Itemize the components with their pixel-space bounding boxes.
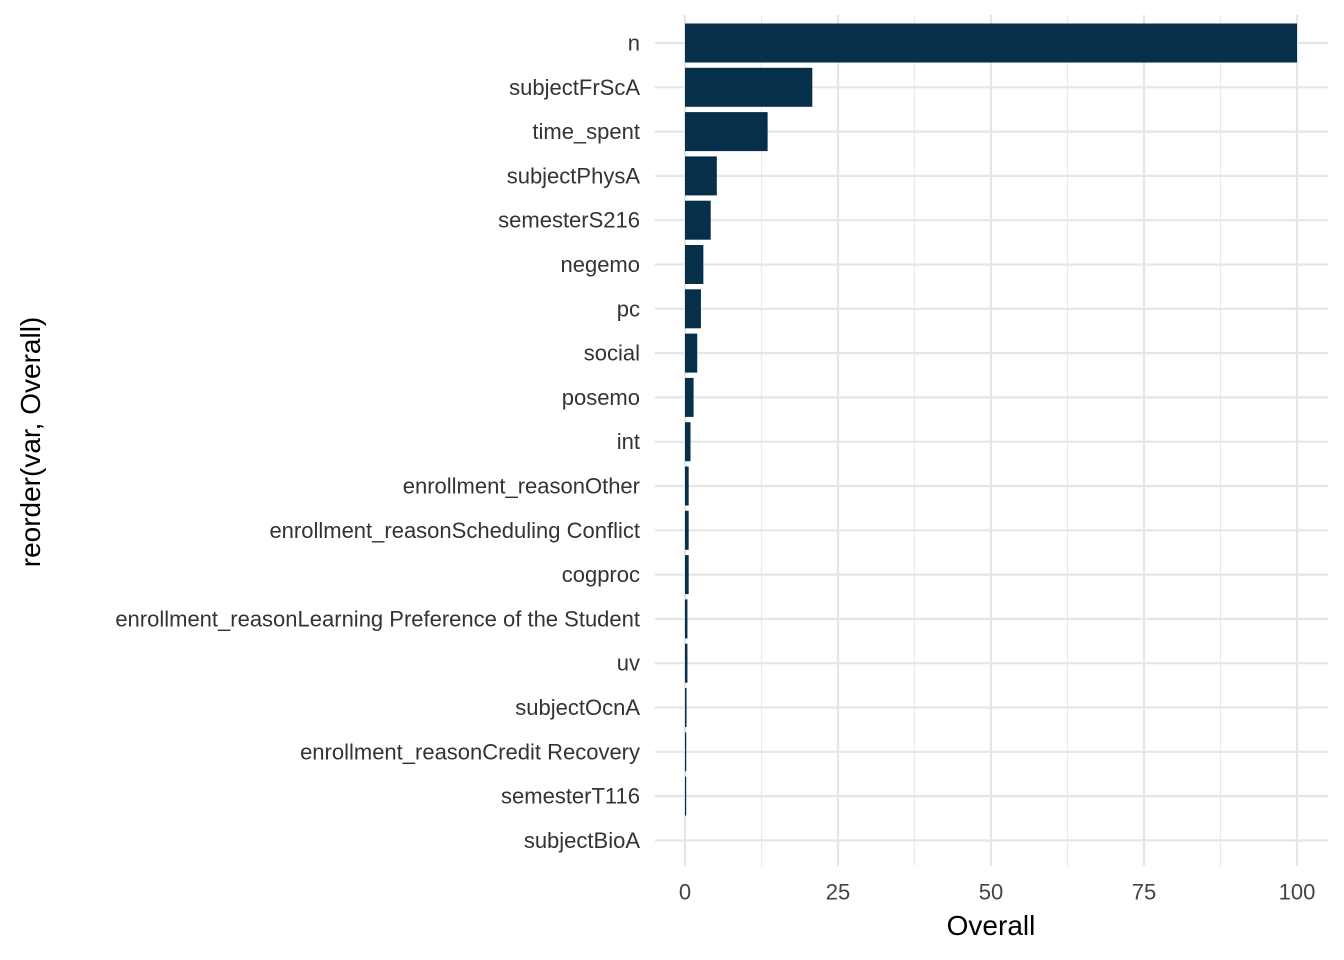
- bar-pc: [685, 289, 701, 329]
- bar-enrollment-reasoncredit-recovery: [685, 732, 687, 772]
- minor-gridlines: [760, 15, 1222, 866]
- category-label: enrollment_reasonScheduling Conflict: [269, 518, 640, 543]
- bar-subjectfrsca: [685, 67, 813, 107]
- bar-time-spent: [685, 112, 768, 152]
- category-label: pc: [617, 296, 640, 321]
- bar-enrollment-reasonlearning-preference-of-the-student: [685, 599, 688, 639]
- category-label: n: [628, 31, 640, 56]
- bar-n: [685, 23, 1297, 63]
- category-label: uv: [617, 651, 640, 676]
- category-label: posemo: [562, 385, 640, 410]
- bar-int: [685, 422, 691, 462]
- x-tick-label: 25: [826, 880, 850, 905]
- category-label: subjectFrScA: [509, 75, 640, 100]
- category-labels: n subjectFrScA time_spent subjectPhysA semes…: [115, 31, 640, 853]
- bar-semesters216: [685, 200, 711, 240]
- x-tick-labels: 0 25 50 75 100: [679, 880, 1315, 905]
- bar-subjectphysa: [685, 156, 717, 196]
- category-label: enrollment_reasonCredit Recovery: [300, 739, 640, 764]
- category-label: subjectPhysA: [507, 163, 641, 188]
- category-label: int: [617, 429, 640, 454]
- bar-semestert116: [685, 776, 687, 816]
- x-tick-label: 50: [979, 880, 1003, 905]
- category-label: subjectBioA: [524, 828, 641, 853]
- category-label: time_spent: [532, 119, 640, 144]
- x-tick-label: 0: [679, 880, 691, 905]
- category-label: semesterS216: [498, 208, 640, 233]
- category-label: enrollment_reasonLearning Preference of …: [115, 606, 640, 631]
- category-label: negemo: [560, 252, 640, 277]
- bars: [685, 23, 1297, 816]
- bar-posemo: [685, 377, 694, 417]
- bar-uv: [685, 643, 688, 683]
- bar-negemo: [685, 245, 704, 284]
- x-axis-title: Overall: [947, 910, 1036, 941]
- category-label: cogproc: [562, 562, 640, 587]
- category-label: enrollment_reasonOther: [403, 474, 640, 499]
- category-label: subjectOcnA: [515, 695, 640, 720]
- x-tick-label: 100: [1279, 880, 1316, 905]
- x-tick-label: 75: [1132, 880, 1156, 905]
- bar-cogproc: [685, 555, 689, 595]
- bar-enrollment-reasonother: [685, 466, 689, 506]
- bar-subjectocna: [685, 688, 687, 727]
- bar-enrollment-reasonscheduling-conflict: [685, 510, 689, 550]
- category-label: social: [584, 341, 640, 366]
- y-axis-title: reorder(var, Overall): [15, 317, 46, 568]
- bar-social: [685, 333, 698, 373]
- category-label: semesterT116: [501, 784, 640, 809]
